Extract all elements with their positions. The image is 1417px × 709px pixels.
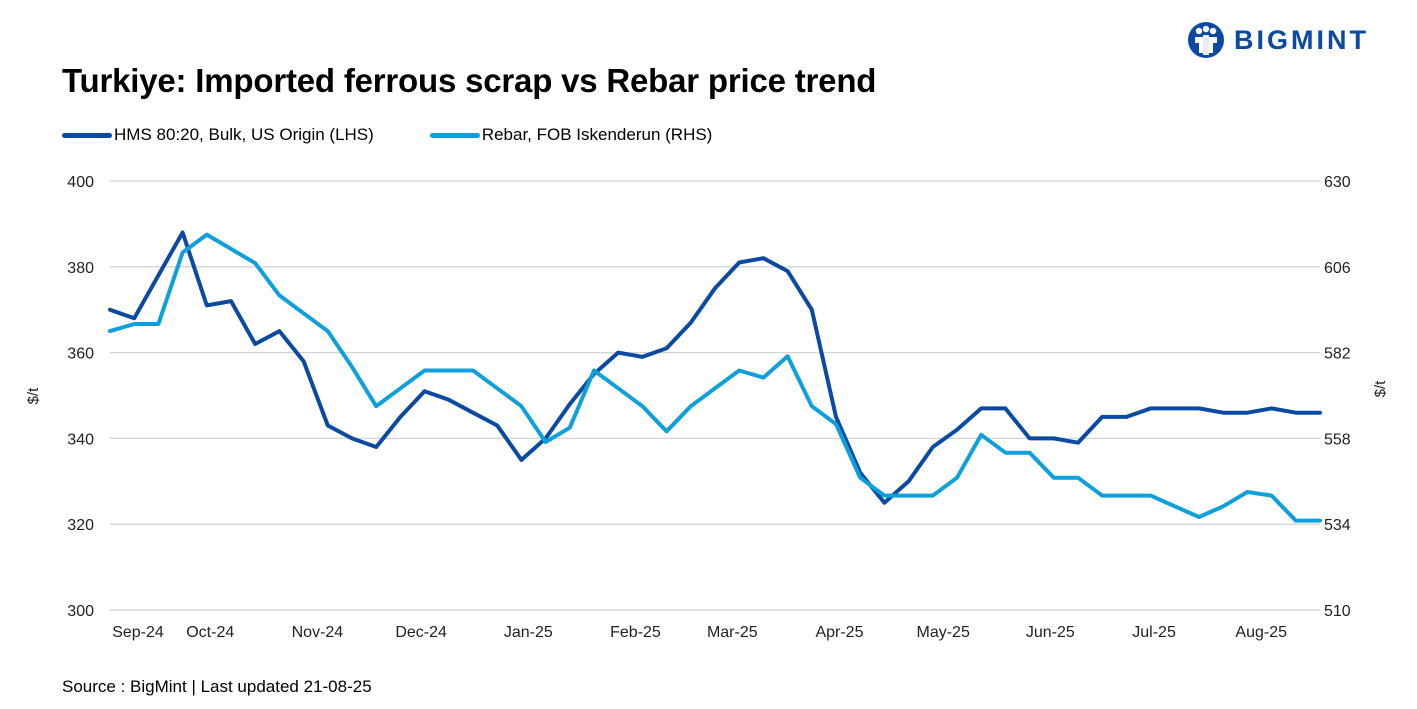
- legend-swatch-rebar: [429, 132, 480, 138]
- series-line-rebar: [108, 232, 1322, 523]
- legend-swatch-hms: [62, 132, 112, 138]
- y-right-tick-label: 606: [1324, 260, 1351, 277]
- y-right-tick-label: 534: [1324, 517, 1351, 534]
- x-tick-label: Feb-25: [610, 624, 661, 641]
- legend-item-rebar: Rebar, FOB Iskenderun (RHS): [429, 125, 713, 145]
- x-tick-label: Nov-24: [292, 624, 344, 641]
- x-tick-label: Mar-25: [707, 624, 758, 641]
- y-right-tick-label: 510: [1324, 603, 1351, 620]
- y-right-axis-title: $/t: [1372, 380, 1389, 398]
- y-right-tick-label: 630: [1324, 174, 1351, 191]
- y-left-tick-label: 320: [67, 517, 94, 534]
- y-left-tick-label: 340: [67, 431, 94, 448]
- x-tick-label: Oct-24: [186, 624, 234, 641]
- chart-legend: HMS 80:20, Bulk, US Origin (LHS) Rebar, …: [62, 125, 712, 145]
- legend-item-hms: HMS 80:20, Bulk, US Origin (LHS): [62, 125, 374, 145]
- legend-label-rebar: Rebar, FOB Iskenderun (RHS): [481, 125, 713, 144]
- bigmint-logo-icon: [1188, 22, 1224, 58]
- y-left-tick-label: 300: [67, 603, 94, 620]
- y-left-tick-label: 400: [67, 174, 94, 191]
- brand-name: BIGMINT: [1234, 24, 1369, 55]
- y-left-axis-title: $/t: [25, 387, 42, 405]
- chart-title: Turkiye: Imported ferrous scrap vs Rebar…: [62, 62, 877, 99]
- x-tick-label: Jun-25: [1026, 624, 1075, 641]
- x-tick-label: Sep-24: [112, 624, 164, 641]
- brand-logo: BIGMINT: [1186, 20, 1369, 60]
- x-tick-label: May-25: [916, 624, 969, 641]
- source-note: Source : BigMint | Last updated 21-08-25: [62, 677, 372, 696]
- x-tick-label: Jan-25: [504, 624, 553, 641]
- y-left-tick-label: 380: [67, 260, 94, 277]
- y-right-tick-label: 582: [1324, 346, 1351, 363]
- x-tick-label: Apr-25: [815, 624, 863, 641]
- series-line-hms: [108, 230, 1322, 505]
- y-left-tick-label: 360: [67, 346, 94, 363]
- x-tick-label: Aug-25: [1235, 624, 1287, 641]
- x-tick-label: Jul-25: [1132, 624, 1176, 641]
- legend-label-hms: HMS 80:20, Bulk, US Origin (LHS): [114, 125, 374, 144]
- y-right-tick-label: 558: [1324, 431, 1351, 448]
- x-tick-label: Dec-24: [395, 624, 447, 641]
